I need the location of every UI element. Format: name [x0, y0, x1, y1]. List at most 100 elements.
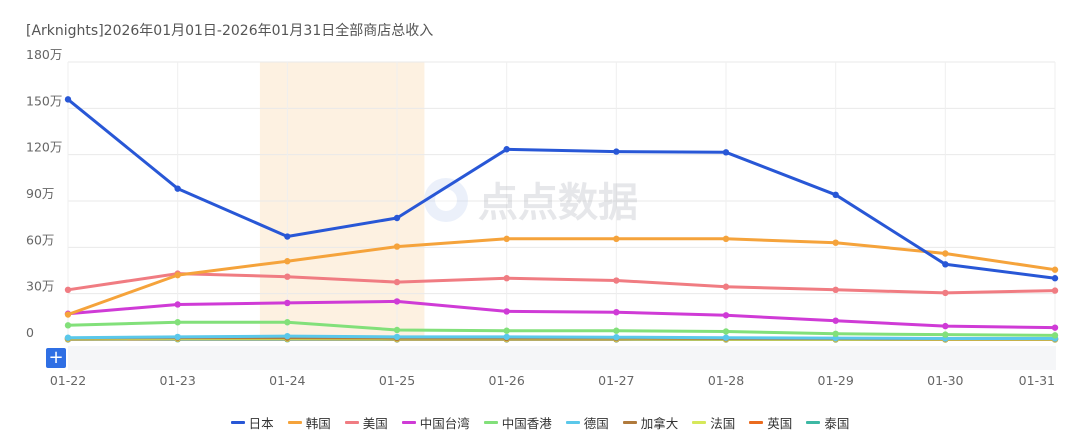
- series-line: [66, 299, 1057, 330]
- x-tick-label: 01-22: [50, 373, 86, 388]
- legend-item[interactable]: 中国台湾: [401, 413, 470, 432]
- y-tick-label: 0: [26, 325, 34, 340]
- data-point[interactable]: [722, 334, 730, 341]
- legend-swatch: [401, 421, 416, 424]
- data-point[interactable]: [64, 334, 72, 341]
- data-point[interactable]: [832, 330, 839, 338]
- legend-item[interactable]: 日本: [230, 413, 274, 432]
- data-point[interactable]: [832, 191, 839, 199]
- data-point[interactable]: [393, 298, 401, 305]
- data-point[interactable]: [393, 333, 401, 341]
- data-point[interactable]: [284, 299, 291, 307]
- data-point[interactable]: [722, 328, 730, 335]
- data-point[interactable]: [503, 275, 510, 282]
- data-point[interactable]: [613, 309, 620, 316]
- data-point[interactable]: [1051, 287, 1059, 294]
- data-point[interactable]: [503, 308, 510, 315]
- x-tick-label: 01-28: [708, 373, 744, 388]
- data-point[interactable]: [174, 271, 181, 279]
- zoom-expand-button[interactable]: +: [46, 348, 66, 368]
- data-point[interactable]: [503, 333, 510, 341]
- x-tick-label: 01-23: [160, 373, 196, 388]
- data-point[interactable]: [174, 301, 181, 308]
- legend-swatch: [230, 421, 245, 424]
- data-point[interactable]: [1051, 332, 1059, 339]
- x-axis: 01-22 01-23 01-24 01-25 01-26 01-27 01-28 01-29…: [50, 373, 1055, 388]
- legend-item[interactable]: 美国: [344, 413, 388, 432]
- legend-item[interactable]: 法国: [692, 413, 735, 432]
- data-point[interactable]: [503, 327, 510, 334]
- data-point[interactable]: [1051, 275, 1059, 282]
- y-tick-label: 60万: [26, 232, 54, 247]
- data-point[interactable]: [64, 311, 72, 318]
- data-point[interactable]: [832, 286, 839, 294]
- data-point[interactable]: [503, 235, 510, 243]
- data-point[interactable]: [503, 146, 510, 153]
- data-point[interactable]: [284, 258, 291, 265]
- x-tick-label: 01-30: [927, 373, 963, 388]
- x-tick-label: 01-26: [489, 373, 525, 388]
- data-point[interactable]: [613, 235, 620, 243]
- legend-item[interactable]: 韩国: [287, 413, 331, 432]
- data-point[interactable]: [722, 149, 730, 156]
- data-point[interactable]: [284, 233, 291, 240]
- legend-label: 泰国: [824, 416, 850, 431]
- data-point[interactable]: [722, 235, 730, 243]
- x-tick-label: 01-25: [379, 373, 415, 388]
- data-point[interactable]: [613, 327, 620, 334]
- series-line: [66, 97, 1057, 280]
- legend-swatch: [483, 421, 498, 424]
- data-point[interactable]: [942, 289, 949, 297]
- series-美国: [64, 270, 1059, 297]
- legend-label: 中国香港: [501, 416, 552, 431]
- legend-item[interactable]: 英国: [749, 413, 792, 432]
- legend-item[interactable]: 泰国: [806, 413, 849, 432]
- data-point[interactable]: [393, 243, 401, 250]
- legend: 日本 韩国 美国 中国台湾 中国香港 德国 加拿大 法国 英国 泰国: [0, 413, 1080, 432]
- data-point[interactable]: [722, 283, 730, 290]
- data-point[interactable]: [64, 96, 72, 103]
- legend-item[interactable]: 加拿大: [622, 413, 678, 432]
- data-point[interactable]: [613, 277, 620, 284]
- data-point[interactable]: [64, 286, 72, 294]
- data-point[interactable]: [174, 185, 181, 192]
- data-point[interactable]: [942, 250, 949, 257]
- legend-item[interactable]: 中国香港: [483, 413, 552, 432]
- legend-swatch: [565, 421, 580, 424]
- data-point[interactable]: [284, 332, 291, 340]
- data-point[interactable]: [393, 278, 401, 286]
- legend-swatch: [749, 421, 764, 424]
- data-point[interactable]: [284, 319, 291, 326]
- series-日本: [64, 96, 1059, 282]
- chart-title: [Arknights]2026年01月01日-2026年01月31日全部商店总收…: [26, 23, 434, 39]
- data-point[interactable]: [174, 333, 181, 341]
- data-point[interactable]: [284, 273, 291, 280]
- data-point[interactable]: [1051, 266, 1059, 273]
- data-point[interactable]: [832, 239, 839, 246]
- y-tick-label: 120万: [26, 140, 62, 155]
- series-德国: [64, 332, 1059, 342]
- series-中国香港: [64, 319, 1059, 339]
- data-point[interactable]: [393, 326, 401, 334]
- data-point[interactable]: [393, 214, 401, 222]
- watermark-text: 点点数据: [478, 180, 638, 226]
- data-point[interactable]: [832, 317, 839, 324]
- watermark: 点点数据: [424, 178, 638, 226]
- data-point[interactable]: [613, 334, 620, 341]
- y-axis: 0 30万 60万 90万 120万 150万 180万: [26, 47, 62, 340]
- data-point[interactable]: [613, 148, 620, 155]
- series-layer: [64, 96, 1059, 343]
- data-point[interactable]: [942, 261, 949, 268]
- series-line: [66, 237, 1057, 316]
- data-point[interactable]: [722, 312, 730, 319]
- data-point[interactable]: [942, 331, 949, 338]
- data-point[interactable]: [942, 322, 949, 330]
- legend-item[interactable]: 德国: [565, 413, 609, 432]
- data-point[interactable]: [174, 319, 181, 326]
- data-point[interactable]: [64, 322, 72, 329]
- zoom-track[interactable]: [68, 346, 1056, 370]
- data-point[interactable]: [1051, 324, 1059, 331]
- series-line: [66, 320, 1057, 337]
- legend-label: 日本: [248, 416, 274, 431]
